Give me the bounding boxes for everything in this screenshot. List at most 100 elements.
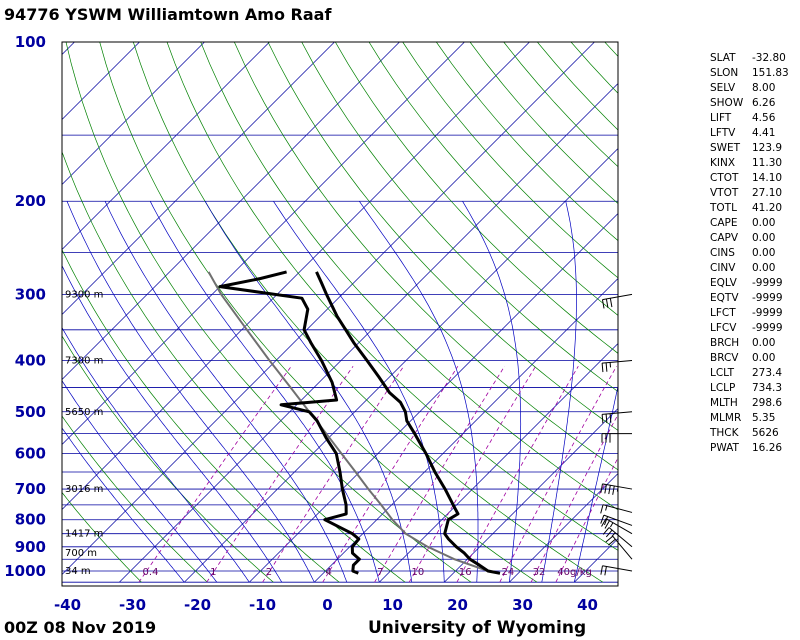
index-value: 5626 xyxy=(752,427,779,439)
index-row: SELV 8.00 xyxy=(710,81,789,96)
temperature-tick-label: 20 xyxy=(447,596,468,614)
index-row: LFCV -9999 xyxy=(710,321,789,336)
pressure-tick-label: 700 xyxy=(15,480,46,498)
mixing-ratio-label: 24 xyxy=(502,567,515,578)
mixing-ratio-line xyxy=(206,365,354,583)
index-value: 5.35 xyxy=(752,412,776,424)
index-key: MLMR xyxy=(710,412,742,424)
moist-adiabat xyxy=(149,201,380,583)
index-key: BRCV xyxy=(710,352,739,364)
mixing-ratio-label: 10 xyxy=(412,567,425,578)
isotherm-line xyxy=(62,42,465,445)
index-row: CAPE 0.00 xyxy=(710,216,789,231)
wind-barb xyxy=(600,483,633,495)
temperature-tick-label: 10 xyxy=(382,596,403,614)
index-key: PWAT xyxy=(710,442,739,454)
index-row: MLTH 298.6 xyxy=(710,396,789,411)
index-value: 273.4 xyxy=(752,367,783,379)
index-value: 0.00 xyxy=(752,337,776,349)
index-key: LFCT xyxy=(710,307,736,319)
index-row: KINX 11.30 xyxy=(710,156,789,171)
mixing-ratio-line xyxy=(555,456,618,583)
index-row: THCK 5626 xyxy=(710,426,789,441)
index-value: 11.30 xyxy=(752,157,783,169)
index-key: SELV xyxy=(710,82,736,94)
mixing-ratio-line xyxy=(530,413,618,583)
isotherm-line xyxy=(119,83,618,583)
temperature-tick-label: -40 xyxy=(54,596,81,614)
index-key: EQTV xyxy=(710,292,739,304)
wind-barb xyxy=(601,518,633,535)
chart-traces xyxy=(207,270,501,575)
wind-barb xyxy=(601,359,633,373)
height-label: 3016 m xyxy=(65,484,103,495)
dry-adiabat xyxy=(62,248,340,583)
temperature-trace xyxy=(315,271,501,575)
wind-barb xyxy=(601,433,632,443)
mixing-ratio-label: 1 xyxy=(210,567,216,578)
wind-barb xyxy=(600,565,633,576)
index-row: CINV 0.00 xyxy=(710,261,789,276)
index-value: 4.56 xyxy=(752,112,776,124)
index-row: CTOT 14.10 xyxy=(710,171,789,186)
index-value: -9999 xyxy=(752,322,783,334)
pressure-tick-label: 500 xyxy=(15,403,46,421)
dry-adiabat xyxy=(334,42,618,354)
index-row: EQTV -9999 xyxy=(710,291,789,306)
index-key: CAPV xyxy=(710,232,739,244)
moist-adiabat xyxy=(66,201,315,583)
isotherm-line xyxy=(62,42,530,510)
index-key: EQLV xyxy=(710,277,737,289)
temperature-tick-label: 0 xyxy=(322,596,332,614)
index-value: 14.10 xyxy=(752,172,783,184)
index-row: BRCV 0.00 xyxy=(710,351,789,366)
mixing-ratio-label: 16 xyxy=(459,567,472,578)
dry-adiabat xyxy=(62,150,406,583)
index-value: -32.80 xyxy=(752,52,786,64)
dry-adiabat xyxy=(62,491,142,583)
index-value: -9999 xyxy=(752,292,783,304)
index-row: SLAT -32.80 xyxy=(710,51,789,66)
height-label: 7300 m xyxy=(65,355,103,366)
mixing-ratio-label: 32 xyxy=(533,567,546,578)
mixing-ratio-label: 40g/kg xyxy=(557,567,592,578)
pressure-tick-label: 600 xyxy=(15,445,46,463)
mixing-ratio-label: 4 xyxy=(325,567,331,578)
index-value: 123.9 xyxy=(752,142,783,154)
index-key: SLAT xyxy=(710,52,736,64)
index-value: 0.00 xyxy=(752,352,776,364)
index-row: LIFT 4.56 xyxy=(710,111,789,126)
axis-labels: 0.4 1 2 4 7 10 16 24 32 40g/kg1002003004005006007… xyxy=(4,33,598,614)
index-key: CINS xyxy=(710,247,735,259)
height-label: 5650 m xyxy=(65,407,103,418)
dry-adiabat xyxy=(301,42,618,393)
isotherm-line xyxy=(62,42,75,55)
pressure-tick-label: 1000 xyxy=(4,562,46,580)
moist-adiabat xyxy=(62,379,218,583)
pressure-tick-label: 200 xyxy=(15,192,46,210)
moist-adiabat xyxy=(273,201,445,583)
sounding-indices: SLAT -32.80 SLON 151.83 SELV 8.00 SHOW 6.26 LIFT… xyxy=(710,51,789,456)
isotherm-line xyxy=(0,42,10,582)
mixing-ratio-line xyxy=(408,365,537,583)
index-value: 0.00 xyxy=(752,262,776,274)
index-value: 0.00 xyxy=(752,232,776,244)
mixing-ratio-line xyxy=(374,365,505,583)
dewpoint-trace xyxy=(218,270,361,575)
index-row: PWAT 16.26 xyxy=(710,441,789,456)
index-key: SWET xyxy=(710,142,741,154)
pressure-tick-label: 900 xyxy=(15,538,46,556)
index-key: KINX xyxy=(710,157,736,169)
height-label: 9300 m xyxy=(65,289,103,300)
index-value: 27.10 xyxy=(752,187,783,199)
index-row: LCLP 734.3 xyxy=(710,381,789,396)
index-value: 151.83 xyxy=(752,67,789,79)
isotherm-line xyxy=(62,42,140,120)
index-row: SWET 123.9 xyxy=(710,141,789,156)
wind-barb xyxy=(601,293,633,309)
height-label: 34 m xyxy=(65,566,91,577)
isotherm-line xyxy=(62,42,400,380)
index-value: 8.00 xyxy=(752,82,776,94)
pressure-tick-label: 300 xyxy=(15,285,46,303)
index-key: VTOT xyxy=(710,187,739,199)
